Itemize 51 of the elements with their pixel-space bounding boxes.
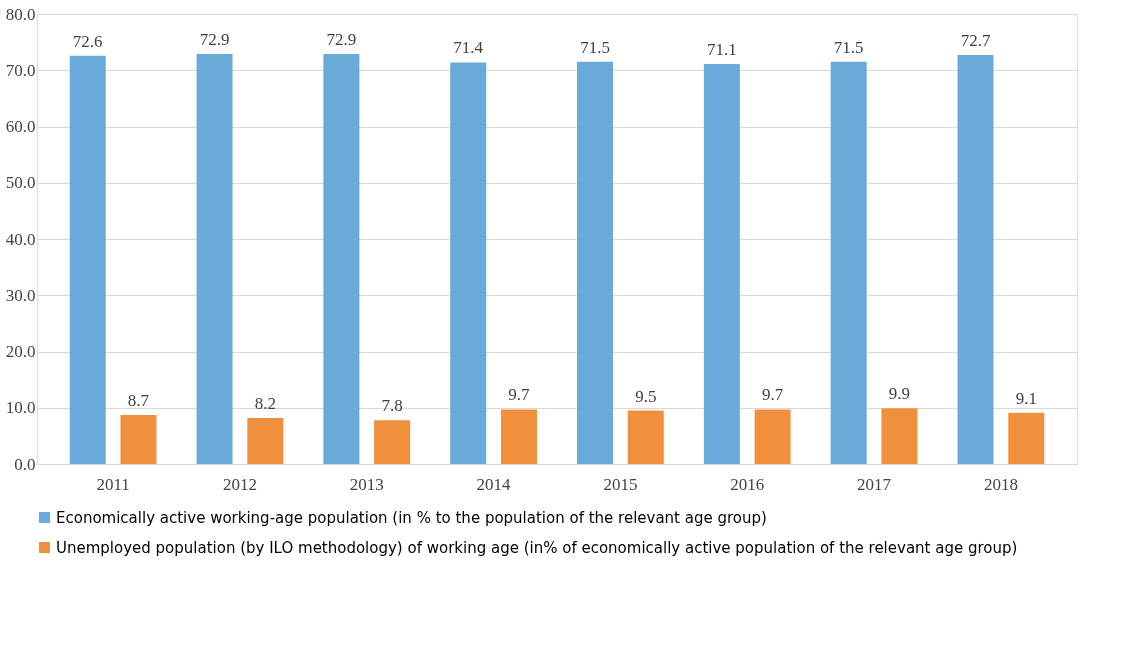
x-tick-label: 2014 xyxy=(476,474,512,494)
bar xyxy=(500,409,537,464)
data-label: 71.5 xyxy=(833,37,864,57)
x-tick-label: 2015 xyxy=(603,474,638,494)
data-label: 7.8 xyxy=(381,396,403,416)
data-label: 72.6 xyxy=(72,31,103,51)
bar xyxy=(627,410,664,464)
y-tick-label: 50.0 xyxy=(5,173,36,193)
bar xyxy=(1008,412,1045,464)
data-label: 9.7 xyxy=(761,385,784,405)
y-tick-label: 30.0 xyxy=(5,285,36,305)
bar xyxy=(196,53,233,464)
bar xyxy=(957,55,994,464)
data-label: 72.9 xyxy=(326,29,357,49)
bar xyxy=(754,409,791,464)
x-tick-label: 2018 xyxy=(983,474,1018,494)
legend-label: Economically active working-age population (in % to the population of the relevant age group) xyxy=(56,508,767,527)
legend-label: Unemployed population (by ILO methodology) of working age (in% of economically active population of the relevant age group) xyxy=(56,538,1018,557)
x-tick-label: 2012 xyxy=(222,474,257,494)
y-tick-label: 0.0 xyxy=(14,454,36,474)
data-label: 8.7 xyxy=(127,391,150,411)
x-tick-label: 2013 xyxy=(349,474,384,494)
data-label: 9.5 xyxy=(635,386,657,406)
x-tick-label: 2016 xyxy=(730,474,765,494)
data-label: 71.1 xyxy=(707,40,737,60)
bar xyxy=(703,64,740,464)
data-label: 8.2 xyxy=(254,393,276,413)
y-tick-label: 10.0 xyxy=(5,398,36,418)
y-tick-label: 20.0 xyxy=(5,342,36,361)
bar xyxy=(374,420,411,464)
data-label: 72.7 xyxy=(960,31,991,51)
x-tick-label: 2011 xyxy=(96,474,130,494)
bar xyxy=(830,61,867,464)
y-tick-label: 70.0 xyxy=(5,60,36,80)
x-tick-label: 2017 xyxy=(857,474,892,494)
data-label: 71.5 xyxy=(580,37,610,57)
data-label: 71.4 xyxy=(453,38,484,58)
y-tick-label: 80.0 xyxy=(5,4,36,24)
data-label: 9.1 xyxy=(1015,388,1037,408)
bar xyxy=(247,417,284,464)
bar xyxy=(577,61,614,464)
data-label: 9.9 xyxy=(888,384,911,404)
bar xyxy=(69,55,106,464)
y-tick-label: 60.0 xyxy=(5,117,36,136)
bar xyxy=(450,62,487,464)
y-tick-label: 40.0 xyxy=(5,229,36,249)
bar xyxy=(881,408,918,464)
bar xyxy=(120,415,157,464)
data-label: 9.7 xyxy=(508,385,531,405)
data-label: 72.9 xyxy=(199,29,230,49)
bar xyxy=(323,53,360,464)
